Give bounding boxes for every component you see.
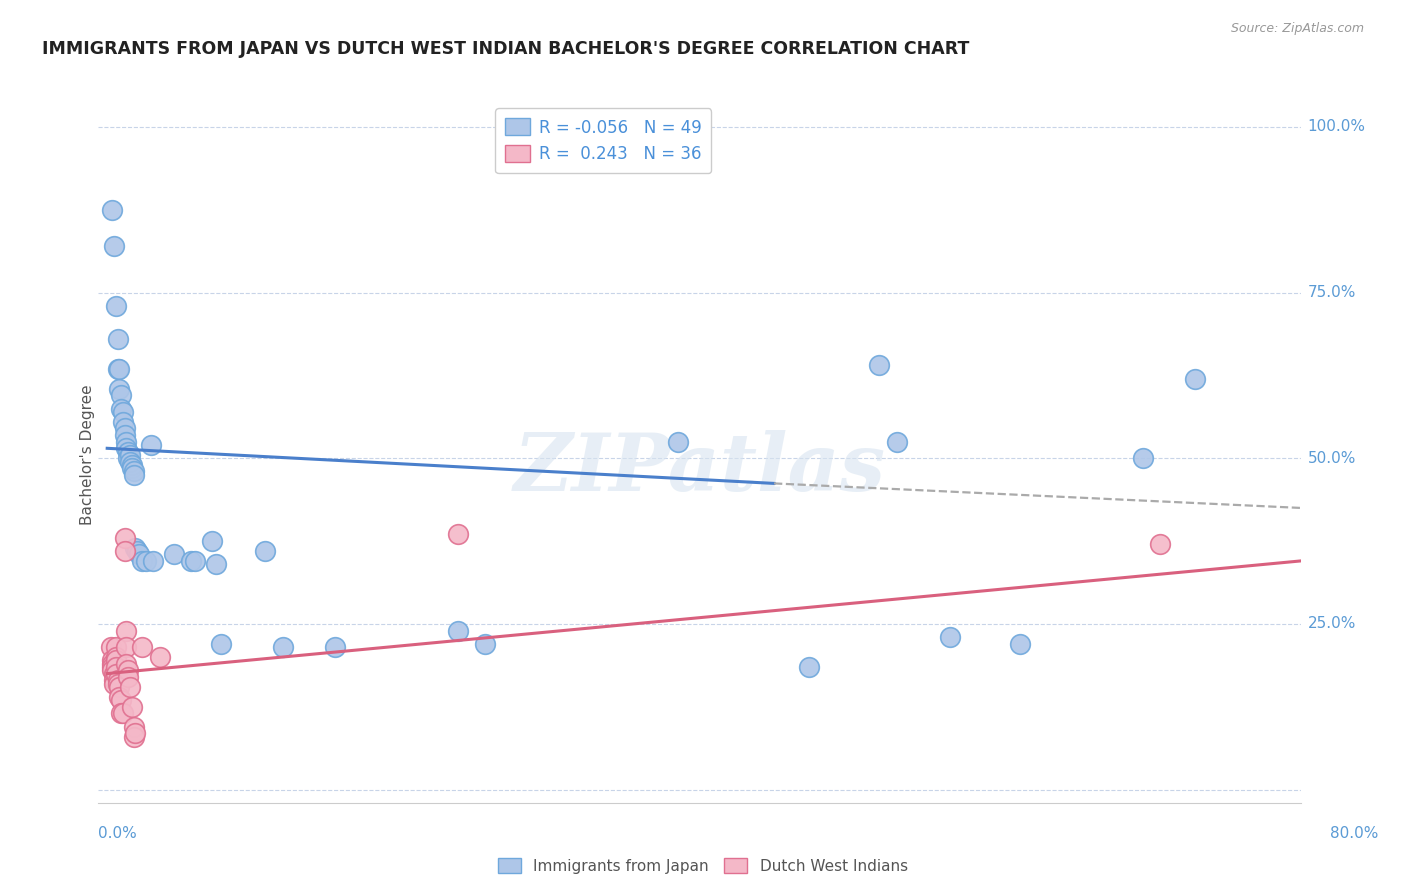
Point — [108, 361, 131, 376]
Point — [101, 657, 124, 671]
Point — [110, 693, 132, 707]
Text: 75.0%: 75.0% — [1308, 285, 1355, 300]
Point — [163, 547, 186, 561]
Point — [111, 706, 134, 721]
Point — [107, 673, 129, 688]
Point — [142, 554, 165, 568]
Text: 100.0%: 100.0% — [1308, 120, 1365, 135]
Point — [107, 332, 129, 346]
Point — [101, 202, 124, 217]
Point — [115, 434, 138, 449]
Point — [104, 653, 127, 667]
Text: Source: ZipAtlas.com: Source: ZipAtlas.com — [1230, 22, 1364, 36]
Point — [938, 630, 960, 644]
Point — [799, 660, 821, 674]
Point — [1184, 372, 1206, 386]
Point — [201, 534, 224, 549]
Point — [104, 660, 127, 674]
Text: 0.0%: 0.0% — [98, 827, 138, 841]
Legend: R = -0.056   N = 49, R =  0.243   N = 36: R = -0.056 N = 49, R = 0.243 N = 36 — [495, 109, 711, 173]
Point — [117, 670, 139, 684]
Point — [131, 554, 153, 568]
Point — [122, 720, 145, 734]
Legend: Immigrants from Japan, Dutch West Indians: Immigrants from Japan, Dutch West Indian… — [492, 852, 914, 880]
Point — [121, 699, 143, 714]
Point — [122, 467, 145, 482]
Point — [104, 650, 127, 665]
Point — [115, 640, 138, 654]
Point — [101, 663, 124, 677]
Point — [868, 359, 890, 373]
Point — [107, 361, 129, 376]
Point — [104, 299, 127, 313]
Point — [271, 640, 294, 654]
Point — [135, 554, 157, 568]
Y-axis label: Bachelor's Degree: Bachelor's Degree — [80, 384, 94, 525]
Point — [117, 444, 139, 458]
Point — [114, 421, 136, 435]
Point — [103, 673, 125, 688]
Point — [100, 640, 122, 654]
Point — [122, 465, 145, 479]
Point — [101, 660, 124, 674]
Point — [121, 461, 143, 475]
Point — [115, 442, 138, 456]
Point — [1149, 537, 1171, 551]
Point — [121, 458, 143, 472]
Point — [117, 451, 139, 466]
Point — [117, 663, 139, 677]
Point — [115, 624, 138, 638]
Point — [114, 428, 136, 442]
Point — [114, 544, 136, 558]
Point — [103, 239, 125, 253]
Text: IMMIGRANTS FROM JAPAN VS DUTCH WEST INDIAN BACHELOR'S DEGREE CORRELATION CHART: IMMIGRANTS FROM JAPAN VS DUTCH WEST INDI… — [42, 40, 970, 58]
Point — [111, 405, 134, 419]
Point — [118, 448, 141, 462]
Point — [108, 382, 131, 396]
Point — [124, 726, 146, 740]
Point — [110, 401, 132, 416]
Point — [110, 706, 132, 721]
Point — [103, 676, 125, 690]
Point — [180, 554, 202, 568]
Point — [108, 680, 131, 694]
Point — [103, 666, 125, 681]
Point — [108, 690, 131, 704]
Point — [107, 676, 129, 690]
Text: 80.0%: 80.0% — [1330, 827, 1378, 841]
Point — [104, 640, 127, 654]
Point — [325, 640, 347, 654]
Point — [1132, 451, 1154, 466]
Point — [131, 640, 153, 654]
Point — [128, 547, 150, 561]
Point — [104, 666, 127, 681]
Point — [101, 653, 124, 667]
Point — [254, 544, 277, 558]
Point — [1008, 637, 1031, 651]
Point — [447, 624, 470, 638]
Point — [122, 730, 145, 744]
Point — [139, 438, 162, 452]
Point — [118, 454, 141, 468]
Point — [114, 531, 136, 545]
Text: 50.0%: 50.0% — [1308, 450, 1355, 466]
Text: ZIPatlas: ZIPatlas — [513, 430, 886, 508]
Point — [886, 434, 908, 449]
Point — [110, 388, 132, 402]
Point — [124, 541, 146, 555]
Text: 25.0%: 25.0% — [1308, 616, 1355, 632]
Point — [118, 680, 141, 694]
Point — [115, 657, 138, 671]
Point — [205, 558, 228, 572]
Point — [209, 637, 232, 651]
Point — [111, 415, 134, 429]
Point — [149, 650, 172, 665]
Point — [125, 544, 148, 558]
Point — [474, 637, 496, 651]
Point — [447, 527, 470, 541]
Point — [666, 434, 689, 449]
Point — [184, 554, 207, 568]
